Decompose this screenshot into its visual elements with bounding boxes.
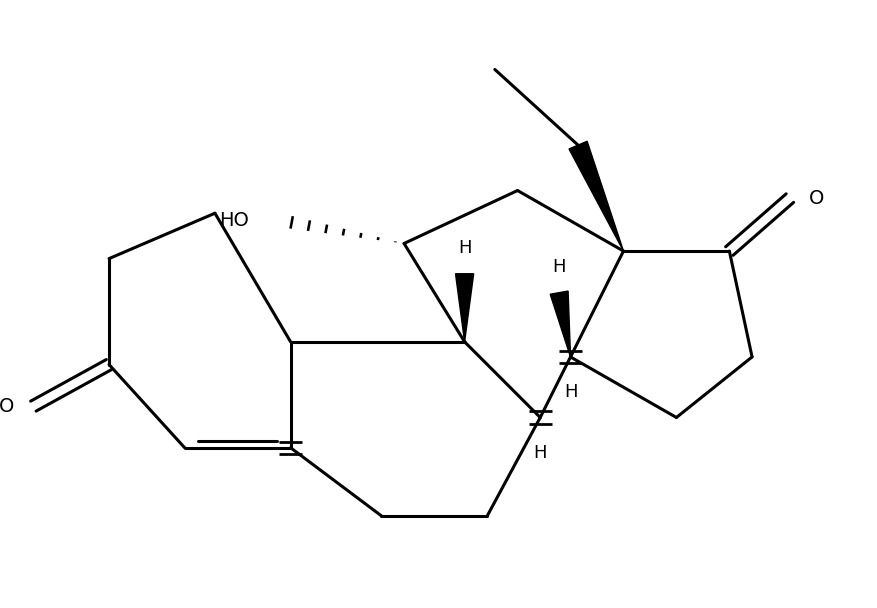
Text: O: O bbox=[0, 396, 14, 416]
Polygon shape bbox=[550, 291, 570, 357]
Text: H: H bbox=[552, 258, 566, 276]
Text: H: H bbox=[563, 384, 576, 401]
Polygon shape bbox=[568, 141, 623, 251]
Text: H: H bbox=[533, 444, 546, 462]
Text: HO: HO bbox=[219, 212, 249, 230]
Text: O: O bbox=[808, 188, 824, 207]
Text: H: H bbox=[457, 239, 471, 257]
Polygon shape bbox=[455, 274, 473, 342]
